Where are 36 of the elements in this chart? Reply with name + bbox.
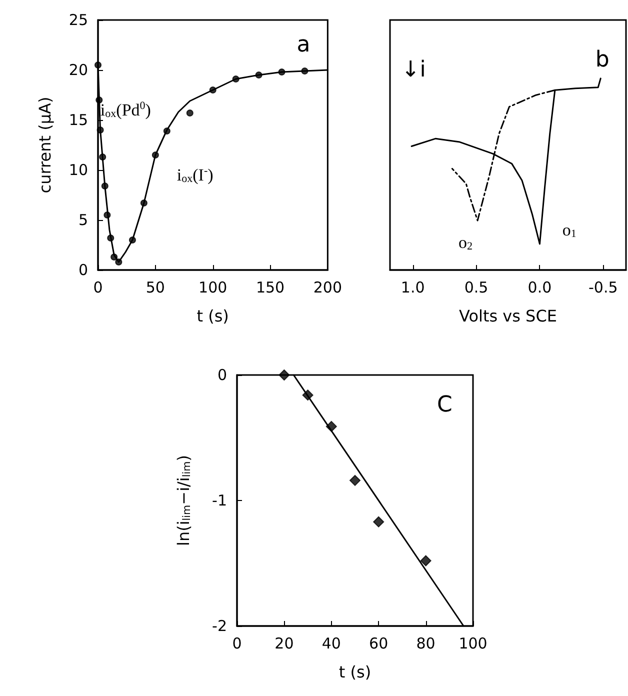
x-tick-label: 200 — [313, 278, 342, 296]
annotation: a — [296, 32, 310, 58]
y-tick-label: 0 — [217, 366, 227, 384]
y-tick-label: 25 — [68, 11, 88, 29]
x-tick-label: 0.0 — [528, 278, 552, 296]
x-tick-label: 0.5 — [464, 278, 488, 296]
x-tick-label: 60 — [369, 634, 388, 652]
x-tick-label: 40 — [322, 634, 341, 652]
x-axis-title: t (s) — [338, 662, 372, 682]
annotation: o1 — [562, 220, 576, 240]
x-axis-title: t (s) — [196, 306, 229, 326]
x-tick-label: 1.0 — [400, 278, 425, 296]
x-tick-label: 0 — [232, 634, 242, 652]
annotation: iox(I-) — [176, 165, 214, 185]
annotation: o2 — [458, 233, 473, 252]
annotation: ↓i — [401, 58, 426, 82]
x-tick-label: 100 — [198, 278, 228, 296]
x-tick-label: 150 — [256, 278, 285, 296]
text: b — [595, 48, 610, 72]
y-tick-label: 15 — [68, 111, 88, 129]
x-tick-label: 20 — [274, 634, 294, 652]
annotation: C — [436, 392, 452, 418]
x-axis-title: Volts vs SCE — [459, 306, 557, 326]
x-tick-label: 100 — [458, 634, 488, 652]
y-tick-label: -2 — [212, 617, 227, 635]
x-tick-label: -0.5 — [588, 278, 618, 296]
y-tick-label: 20 — [68, 61, 88, 79]
x-tick-label: 0 — [93, 278, 103, 296]
y-tick-label: -1 — [212, 492, 227, 510]
x-tick-label: 80 — [416, 634, 436, 652]
y-axis-title: current (μA) — [36, 96, 54, 194]
x-tick-label: 50 — [146, 278, 165, 296]
y-tick-label: 5 — [78, 211, 88, 229]
y-axis-title: ln(ilim−i/ilim) — [174, 455, 193, 546]
y-tick-label: 0 — [78, 261, 88, 279]
y-tick-label: 10 — [68, 161, 88, 179]
